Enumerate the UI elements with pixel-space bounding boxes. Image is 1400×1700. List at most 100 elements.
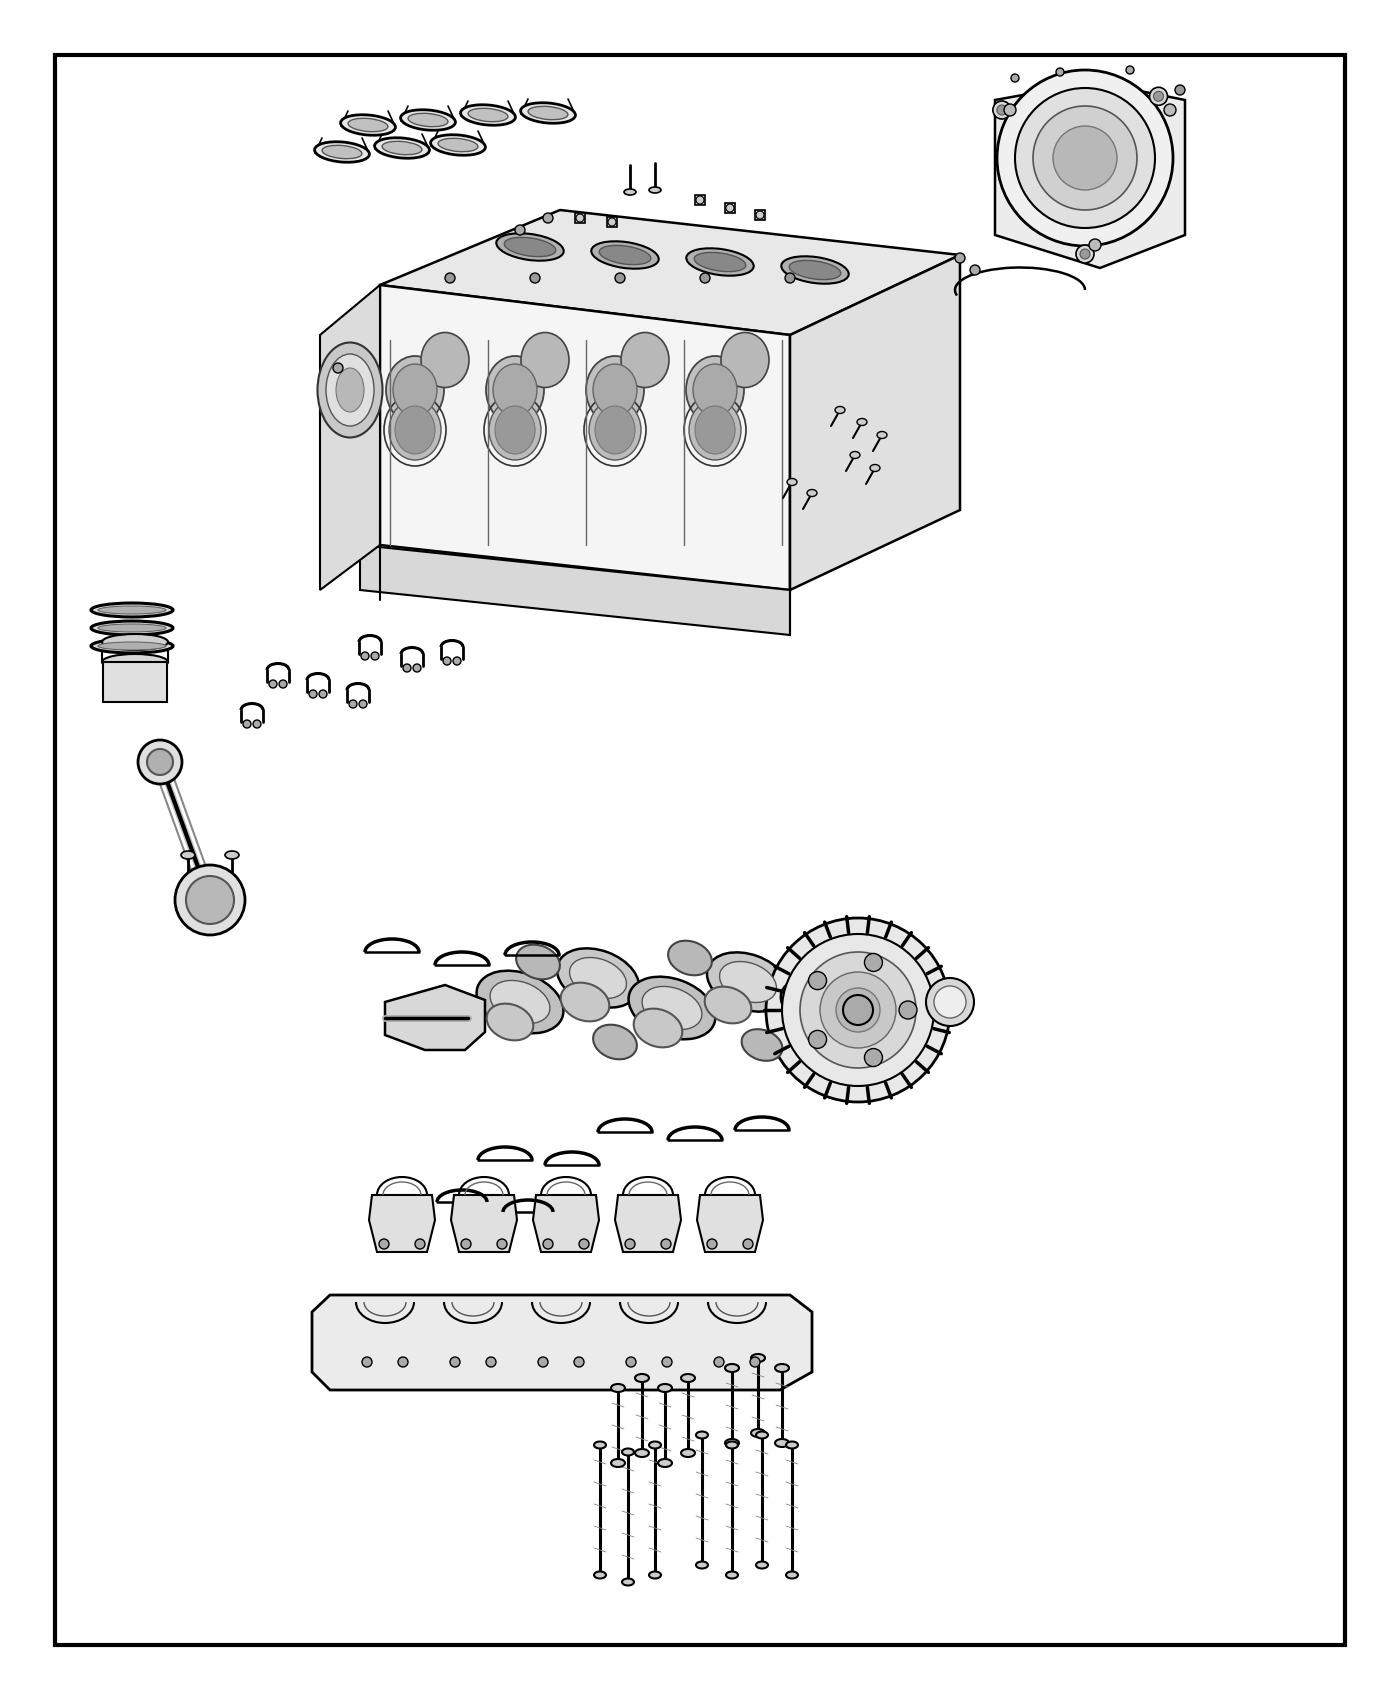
Circle shape [538,1357,547,1367]
Ellipse shape [725,1363,739,1372]
Circle shape [363,1357,372,1367]
Polygon shape [379,286,790,590]
Ellipse shape [629,977,715,1039]
Ellipse shape [326,354,374,427]
Circle shape [750,1357,760,1367]
Circle shape [820,972,896,1047]
Ellipse shape [91,639,174,653]
Circle shape [349,700,357,707]
Circle shape [809,972,826,989]
Ellipse shape [680,1374,694,1382]
Ellipse shape [493,364,538,416]
Ellipse shape [781,257,848,284]
Ellipse shape [680,1448,694,1457]
Polygon shape [697,1195,763,1251]
Ellipse shape [591,241,659,269]
Circle shape [449,1357,461,1367]
Circle shape [379,1239,389,1250]
Ellipse shape [560,983,609,1022]
Circle shape [319,690,328,699]
Ellipse shape [650,187,661,194]
Circle shape [253,721,260,728]
Ellipse shape [721,333,769,388]
Ellipse shape [487,1003,533,1040]
Circle shape [1154,92,1163,102]
Ellipse shape [496,233,564,260]
Ellipse shape [725,1438,739,1447]
Ellipse shape [489,400,540,461]
Ellipse shape [528,107,568,119]
Ellipse shape [785,1571,798,1579]
Polygon shape [360,546,790,636]
Ellipse shape [756,1431,769,1438]
Circle shape [398,1357,407,1367]
Ellipse shape [742,1028,783,1061]
Ellipse shape [636,1374,650,1382]
Circle shape [997,105,1007,116]
Circle shape [413,665,421,672]
Circle shape [515,224,525,235]
Ellipse shape [750,1353,764,1362]
Ellipse shape [650,1571,661,1579]
Circle shape [624,1239,636,1250]
Bar [104,661,167,702]
Circle shape [269,680,277,688]
Bar [725,202,735,212]
Circle shape [662,1357,672,1367]
Ellipse shape [557,949,638,1008]
Circle shape [445,274,455,282]
Ellipse shape [622,1579,634,1586]
Ellipse shape [622,1448,634,1455]
Ellipse shape [689,400,741,461]
Polygon shape [370,1195,435,1251]
Polygon shape [995,82,1184,269]
Circle shape [1053,126,1117,190]
Ellipse shape [496,406,535,454]
Circle shape [543,212,553,223]
Ellipse shape [756,1562,769,1569]
Ellipse shape [781,979,839,1023]
Ellipse shape [98,624,167,632]
Ellipse shape [504,238,556,257]
Ellipse shape [431,134,486,155]
Ellipse shape [336,367,364,411]
Circle shape [186,876,234,925]
Ellipse shape [468,109,508,122]
Ellipse shape [181,852,195,858]
Ellipse shape [318,342,382,437]
Circle shape [970,265,980,275]
Circle shape [836,988,881,1032]
Circle shape [700,274,710,282]
Ellipse shape [806,490,818,496]
Circle shape [139,740,182,784]
Ellipse shape [668,940,711,976]
Ellipse shape [850,452,860,459]
Ellipse shape [98,605,167,614]
Circle shape [661,1239,671,1250]
Bar [694,196,706,206]
Ellipse shape [386,355,444,423]
Ellipse shape [643,986,701,1030]
Bar [575,212,585,223]
Ellipse shape [658,1459,672,1467]
Ellipse shape [375,138,430,158]
Ellipse shape [570,957,626,998]
Circle shape [1079,248,1091,258]
Ellipse shape [693,364,736,416]
Circle shape [1149,87,1168,105]
Circle shape [997,70,1173,246]
Circle shape [1011,75,1019,82]
Ellipse shape [834,406,846,413]
Ellipse shape [776,1438,790,1447]
Circle shape [1056,68,1064,76]
Polygon shape [379,211,960,335]
Ellipse shape [102,654,168,670]
Ellipse shape [521,102,575,122]
Ellipse shape [790,260,841,279]
Ellipse shape [340,116,395,136]
Circle shape [543,1239,553,1250]
Ellipse shape [595,406,636,454]
Circle shape [809,1030,826,1049]
Ellipse shape [587,355,644,423]
Ellipse shape [636,1448,650,1457]
